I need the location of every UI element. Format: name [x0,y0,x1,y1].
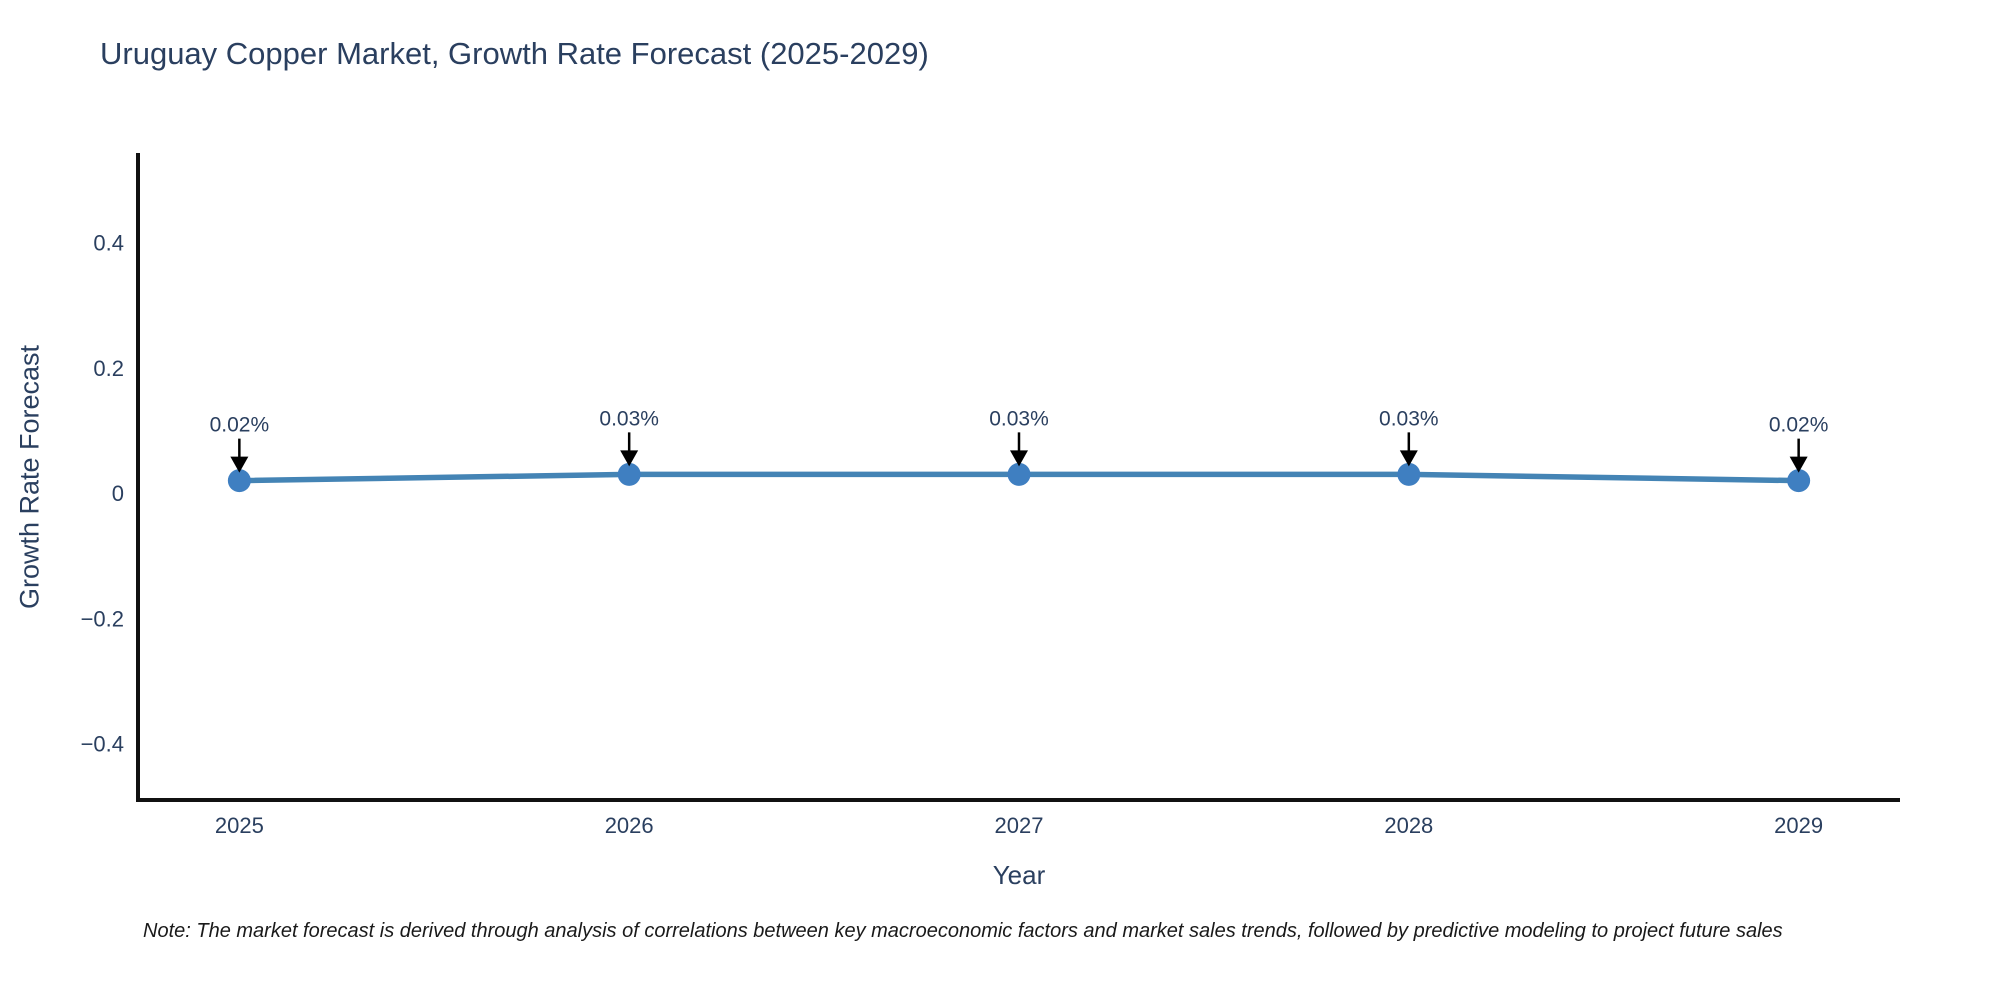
annotation-arrowhead-icon [1789,456,1808,473]
annotation-arrowhead-icon [1399,450,1418,467]
annotation-label-2025: 0.02% [210,414,270,437]
y-tick-label-0: 0 [112,481,124,506]
x-tick-label-2028: 2028 [1384,813,1433,838]
y-tick-label-−0.4: −0.4 [81,732,124,757]
annotation-label-2029: 0.02% [1769,414,1829,437]
x-tick-label-2029: 2029 [1774,813,1823,838]
x-tick-label-2026: 2026 [605,813,654,838]
y-tick-label-0.4: 0.4 [93,231,124,256]
data-point-2025[interactable] [227,469,251,493]
y-tick-label-−0.2: −0.2 [81,606,124,631]
annotation-arrowhead-icon [230,456,249,473]
x-axis-title: Year [992,860,1046,890]
data-point-2027[interactable] [1007,462,1031,486]
annotation-arrowhead-icon [620,450,639,467]
chart-title: Uruguay Copper Market, Growth Rate Forec… [100,36,929,71]
data-point-2029[interactable] [1787,469,1811,493]
data-point-2028[interactable] [1397,462,1421,486]
footnote-text: Note: The market forecast is derived thr… [143,920,1783,942]
y-axis-title: Growth Rate Forecast [14,344,45,610]
annotation-label-2026: 0.03% [599,407,659,430]
annotation-arrowhead-icon [1010,450,1028,467]
data-point-2026[interactable] [617,462,641,486]
y-tick-label-0.2: 0.2 [93,356,124,381]
annotation-label-2027: 0.03% [989,407,1049,430]
annotation-label-2028: 0.03% [1379,407,1439,430]
x-tick-label-2027: 2027 [995,813,1044,838]
x-tick-label-2025: 2025 [215,813,264,838]
